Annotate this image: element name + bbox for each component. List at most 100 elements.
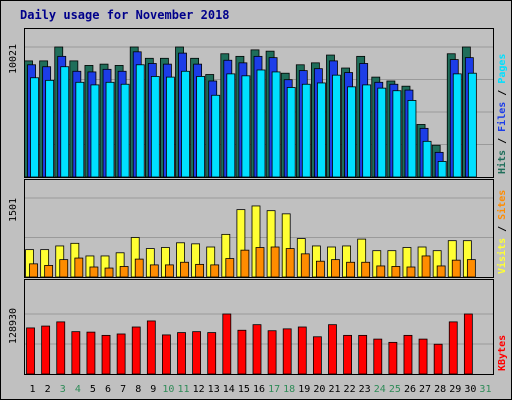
bar-pages-day-1 (30, 77, 39, 178)
legend-text: / (497, 84, 508, 102)
bar-kbytes-day-2 (41, 325, 51, 375)
panel-visits-sites: 1501 Visits / Sites (8, 179, 508, 278)
bar-sites-day-12 (195, 263, 205, 278)
bar-sites-day-4 (74, 257, 84, 278)
bar-pages-day-17 (271, 71, 281, 178)
bar-sites-day-11 (180, 261, 189, 278)
bar-kbytes-day-26 (403, 334, 413, 375)
bar-pages-day-20 (316, 82, 326, 178)
x-tick-label-day-1: 1 (30, 384, 36, 395)
x-tick-label-day-26: 26 (404, 384, 416, 395)
bar-sites-day-9 (149, 264, 159, 278)
x-tick-label-day-5: 5 (90, 384, 96, 395)
legend-text: / (497, 132, 508, 150)
x-tick-label-day-17: 17 (268, 384, 280, 395)
bar-kbytes-day-25 (388, 341, 398, 375)
bar-kbytes-day-22 (343, 334, 352, 375)
x-tick-label-day-2: 2 (45, 384, 51, 395)
y-max-label: 1501 (8, 198, 19, 222)
bar-kbytes-day-6 (101, 334, 111, 375)
bar-sites-day-15 (240, 249, 250, 278)
bar-pages-day-25 (392, 90, 402, 178)
bar-kbytes-day-29 (448, 321, 458, 375)
bar-sites-day-13 (210, 264, 220, 278)
legend-text: KBytes (497, 335, 508, 371)
legend-text: Sites (496, 190, 508, 220)
bar-pages-day-10 (166, 76, 175, 178)
x-tick-label-day-20: 20 (313, 384, 325, 395)
bar-sites-day-19 (300, 253, 310, 278)
bar-pages-day-26 (407, 100, 417, 178)
x-tick-label-day-14: 14 (223, 384, 235, 395)
bar-kbytes-day-28 (433, 343, 443, 375)
bar-kbytes-day-7 (116, 333, 126, 375)
bar-kbytes-day-17 (267, 330, 277, 375)
legend-text: Hits (496, 150, 508, 174)
x-tick-label-day-30: 30 (464, 384, 476, 395)
y-max-label: 128930 (8, 308, 19, 344)
bar-kbytes-day-24 (373, 338, 383, 375)
chart-title: Daily usage for November 2018 (20, 8, 230, 22)
bar-sites-day-21 (331, 259, 340, 278)
bar-kbytes-day-21 (328, 324, 337, 375)
bar-pages-day-27 (422, 140, 432, 178)
bar-kbytes-day-1 (26, 327, 35, 375)
bar-pages-day-13 (211, 94, 221, 178)
bar-sites-day-17 (270, 246, 280, 278)
bar-sites-day-16 (255, 247, 265, 278)
legend-text: Pages (497, 54, 508, 84)
bar-pages-day-12 (196, 76, 206, 178)
bar-sites-day-25 (391, 266, 401, 278)
x-tick-label-day-21: 21 (328, 384, 340, 395)
x-tick-label-day-31: 31 (479, 384, 491, 395)
bar-sites-day-14 (225, 258, 235, 278)
bar-pages-day-29 (452, 73, 462, 178)
x-tick-label-day-27: 27 (419, 384, 431, 395)
bar-pages-day-28 (437, 161, 447, 178)
x-tick-label-day-18: 18 (283, 384, 295, 395)
bar-pages-day-14 (226, 73, 236, 178)
bar-kbytes-day-12 (192, 331, 202, 375)
bar-pages-day-22 (347, 86, 356, 178)
bar-pages-day-30 (467, 72, 477, 178)
bar-pages-day-11 (181, 70, 190, 178)
bar-sites-day-6 (104, 267, 114, 278)
bar-sites-day-5 (89, 266, 99, 278)
bar-kbytes-day-20 (312, 336, 322, 375)
x-tick-label-day-8: 8 (135, 384, 141, 395)
x-tick-label-day-4: 4 (75, 384, 81, 395)
bar-sites-day-7 (119, 266, 129, 278)
bar-pages-day-24 (377, 87, 387, 178)
x-tick-label-day-22: 22 (344, 384, 356, 395)
bar-pages-day-9 (150, 76, 160, 178)
x-tick-label-day-9: 9 (150, 384, 156, 395)
x-tick-label-day-19: 19 (298, 384, 310, 395)
bar-sites-day-27 (421, 255, 431, 278)
x-tick-label-day-24: 24 (374, 384, 386, 395)
panel-pages-files-hits: 10021 Hits / Files / Pages (8, 28, 508, 178)
x-tick-label-day-12: 12 (193, 384, 205, 395)
bar-kbytes-day-5 (86, 331, 96, 375)
bar-sites-day-30 (466, 259, 476, 278)
x-tick-label-day-28: 28 (434, 384, 446, 395)
bar-pages-day-5 (90, 84, 100, 178)
bar-sites-day-22 (346, 261, 355, 278)
bar-sites-day-23 (361, 261, 371, 278)
panel-kbytes: 128930 KBytes (8, 279, 508, 375)
legend-text: Files (496, 102, 508, 132)
series-legend-label: Hits / Files / Pages (496, 54, 508, 174)
bar-pages-day-21 (332, 74, 341, 178)
bar-kbytes-day-16 (252, 324, 262, 375)
x-tick-label-day-13: 13 (208, 384, 220, 395)
bar-kbytes-day-13 (207, 332, 217, 375)
bar-sites-day-29 (451, 259, 461, 278)
bar-sites-day-2 (44, 265, 54, 278)
bar-pages-day-16 (256, 69, 266, 178)
bar-sites-day-10 (165, 264, 174, 278)
x-tick-label-day-7: 7 (120, 384, 126, 395)
x-tick-label-day-25: 25 (389, 384, 401, 395)
bar-kbytes-day-19 (297, 326, 307, 375)
x-tick-label-day-29: 29 (449, 384, 461, 395)
bar-kbytes-day-18 (282, 328, 292, 375)
x-tick-label-day-15: 15 (238, 384, 250, 395)
